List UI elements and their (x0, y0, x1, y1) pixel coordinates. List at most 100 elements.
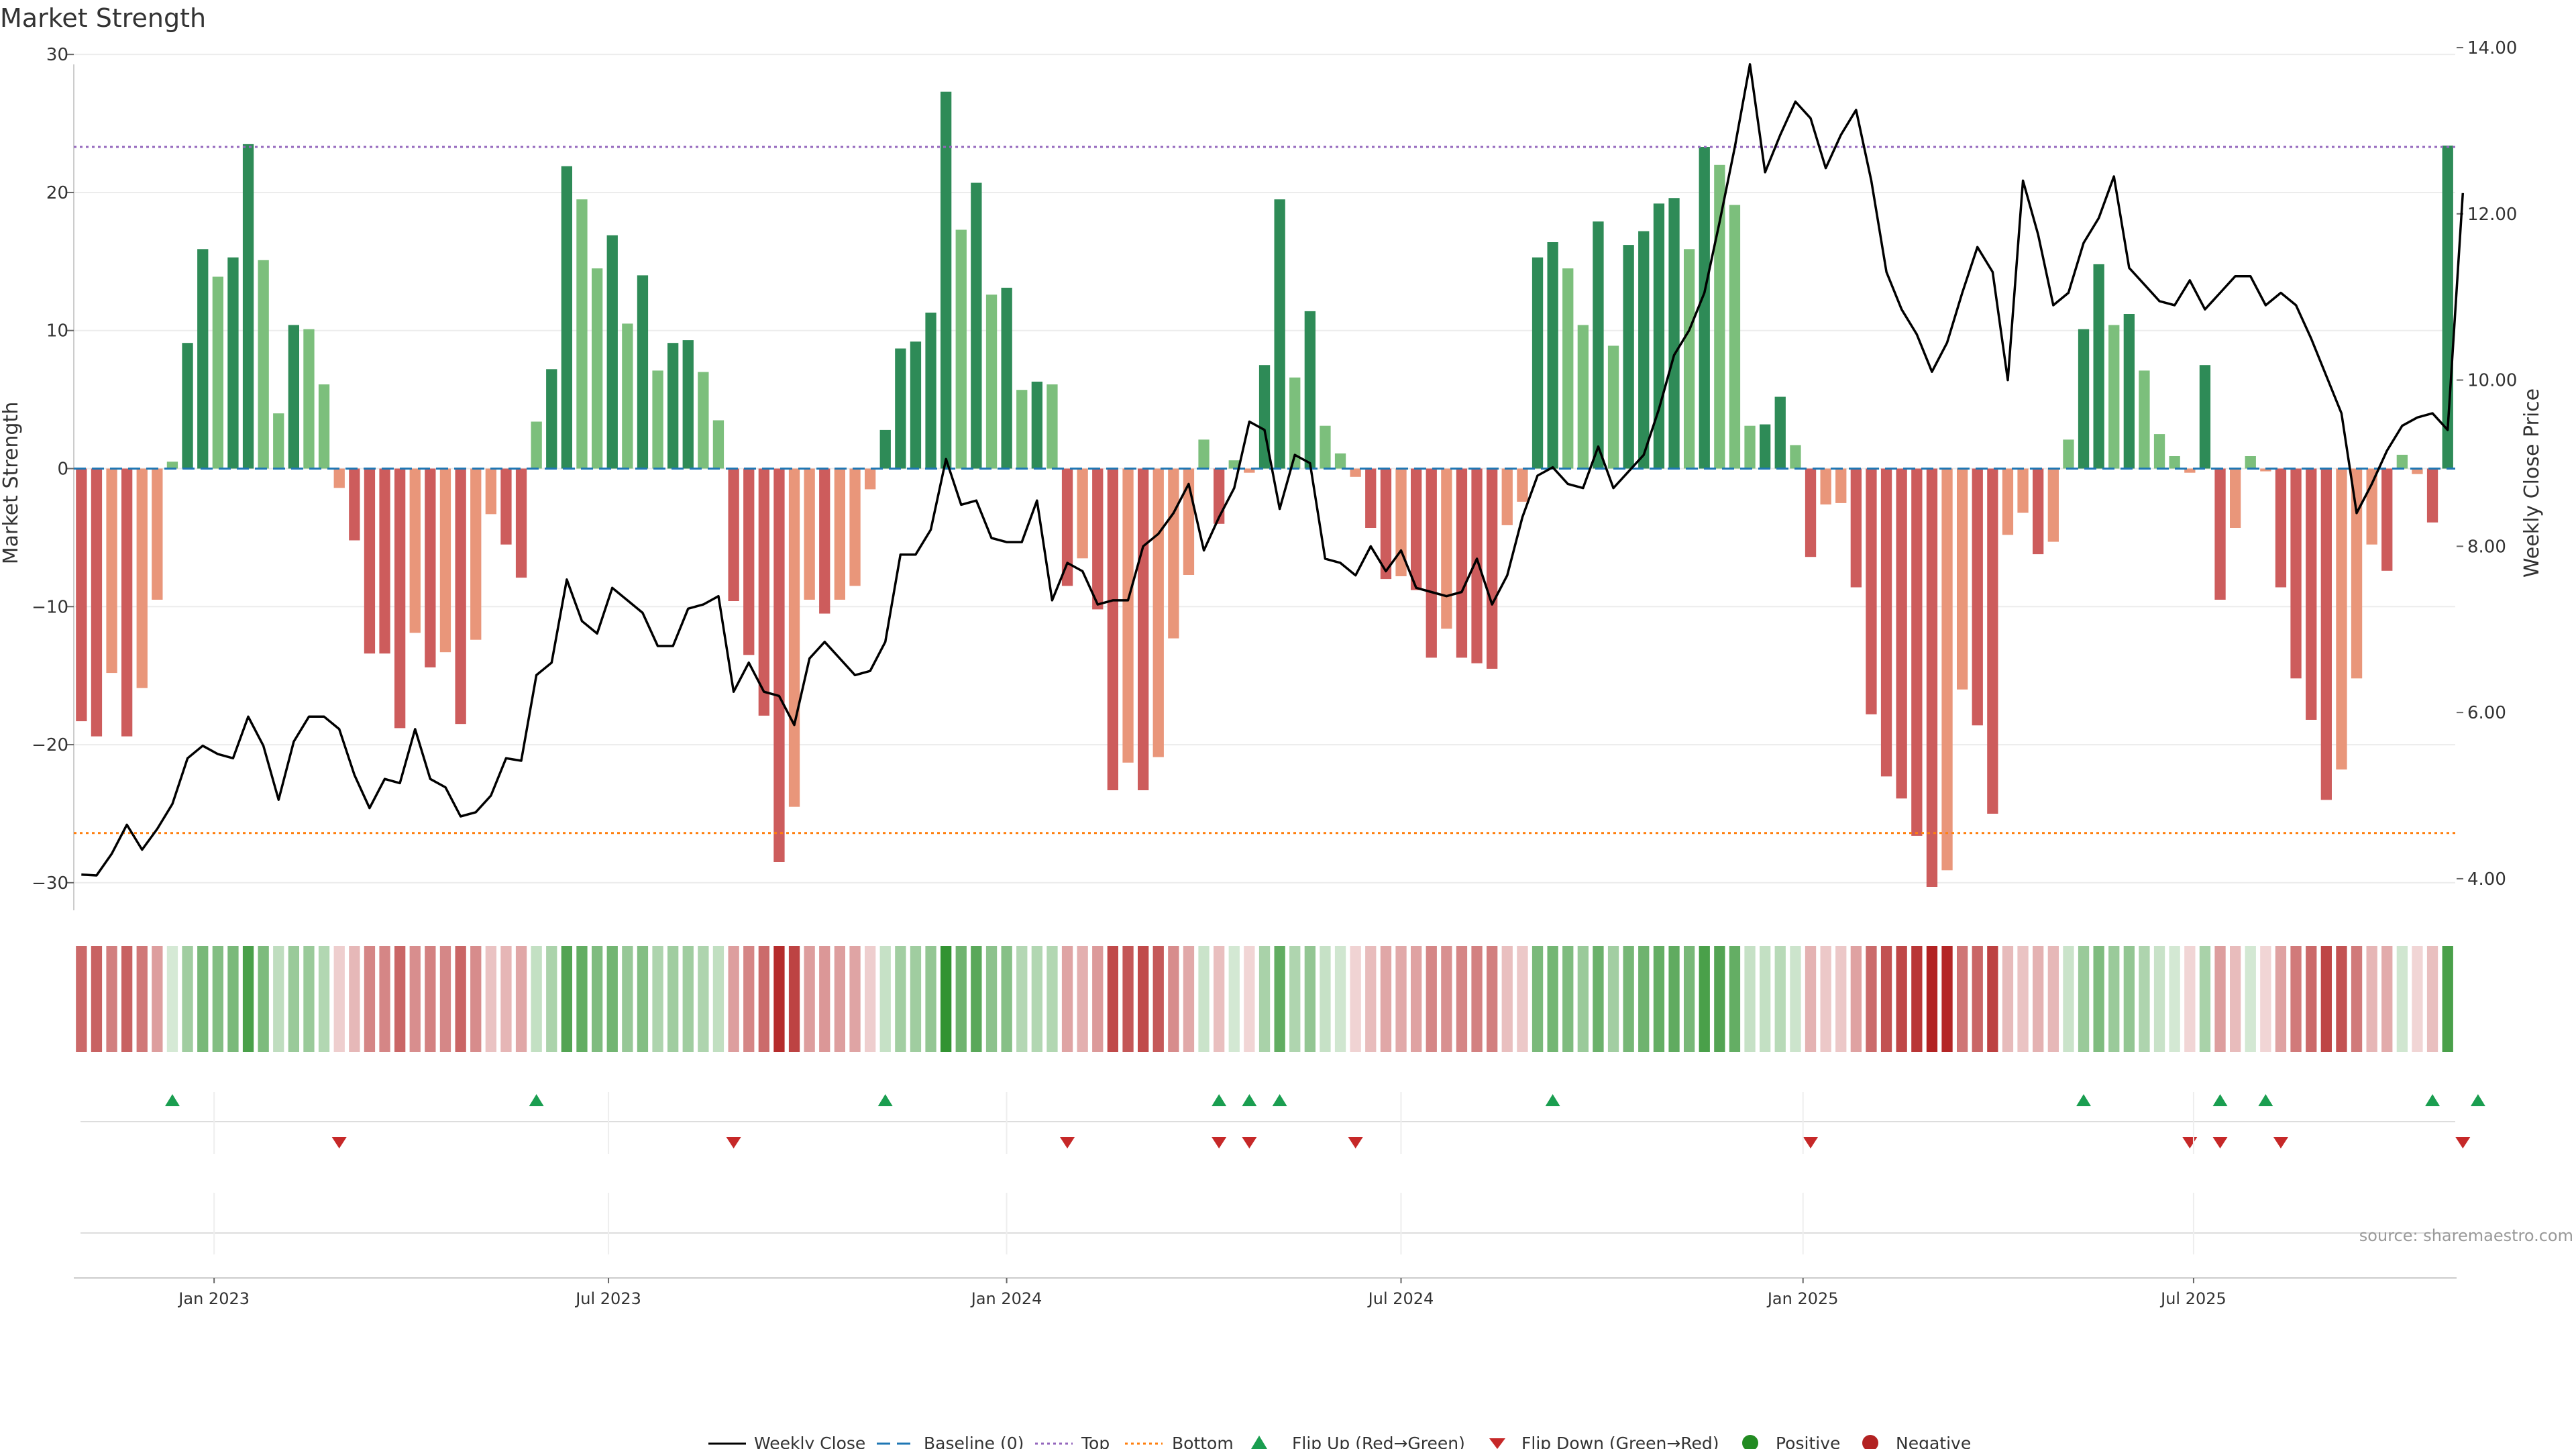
heat-cell (971, 946, 982, 1052)
legend-baseline-label: Baseline (0) (924, 1434, 1024, 1449)
strength-bar (106, 468, 117, 674)
heat-cell (1244, 946, 1255, 1052)
x-tick-label: Jan 2023 (177, 1289, 250, 1308)
strength-bar (394, 468, 406, 729)
strength-bar (2366, 468, 2377, 545)
heat-cell (1699, 946, 1710, 1052)
flip-up-marker (1242, 1094, 1257, 1106)
strength-bar (698, 372, 709, 469)
heat-cell (1214, 946, 1225, 1052)
heat-cell (152, 946, 163, 1052)
heat-cell (2412, 946, 2423, 1052)
heat-cell (2245, 946, 2256, 1052)
flip-down-marker (1212, 1137, 1227, 1148)
heat-cell (1593, 946, 1604, 1052)
strength-bar (682, 340, 694, 469)
strength-bar (2002, 468, 2014, 535)
strength-bar (637, 275, 649, 469)
strength-bar (1926, 468, 1938, 887)
flip-up-marker (164, 1094, 180, 1106)
heat-cell (1289, 946, 1301, 1052)
strength-bar (773, 468, 785, 862)
heat-cell (394, 946, 406, 1052)
strength-bar (971, 182, 982, 469)
strength-bar (1562, 268, 1574, 469)
right-tick-label: 14.00 (2467, 38, 2517, 58)
strength-bar (2381, 468, 2393, 571)
left-tick-label: −20 (32, 735, 68, 755)
heat-cell (849, 946, 861, 1052)
strength-bar (485, 468, 496, 515)
strength-bar (1729, 205, 1741, 469)
flip-down-marker (2273, 1137, 2288, 1148)
legend-close-label: Weekly Close (754, 1434, 865, 1449)
heat-cell (2002, 946, 2014, 1052)
heat-cell (166, 946, 178, 1052)
heat-cell (985, 946, 998, 1052)
strength-bar (152, 468, 163, 600)
x-tick-label: Jul 2024 (1367, 1289, 1434, 1308)
heat-cell (1653, 946, 1665, 1052)
strength-bar (121, 468, 133, 737)
right-axis-label: Weekly Close Price (2520, 388, 2544, 578)
heat-cell (1122, 946, 1134, 1052)
heat-cell (2366, 946, 2377, 1052)
heat-cell (500, 946, 512, 1052)
heat-cell (1107, 946, 1118, 1052)
reference-lines (74, 146, 2455, 835)
flip-up-marker (2212, 1094, 2228, 1106)
strength-bar (2078, 329, 2090, 469)
heat-cell (2320, 946, 2332, 1052)
strength-bar (2260, 468, 2271, 472)
heat-cell (1061, 946, 1073, 1052)
heat-cell (182, 946, 193, 1052)
strength-bar (1911, 468, 1923, 836)
heat-cell (698, 946, 709, 1052)
strength-bar (1744, 425, 1756, 469)
heat-cell (1380, 946, 1392, 1052)
heat-cell (439, 946, 451, 1052)
heat-cell (2426, 946, 2438, 1052)
strength-bar (470, 468, 482, 640)
strength-bar (1107, 468, 1118, 790)
strength-bar (2108, 325, 2120, 469)
heat-cell (865, 946, 876, 1052)
strength-bar (2351, 468, 2363, 679)
flip-up-marker (2470, 1094, 2485, 1106)
strength-bar (349, 468, 360, 541)
flip-up-marker (2258, 1094, 2273, 1106)
heat-cell (1850, 946, 1862, 1052)
heat-cell (1668, 946, 1680, 1052)
heat-cell (2093, 946, 2104, 1052)
heat-cell (2108, 946, 2120, 1052)
heat-cell (606, 946, 618, 1052)
strength-bar (1790, 445, 1801, 469)
left-tick-label: 20 (46, 183, 68, 203)
heat-cell (1547, 946, 1558, 1052)
strength-bar (879, 429, 891, 469)
strength-bar (2396, 454, 2408, 469)
heat-cell (804, 946, 815, 1052)
strength-bar (895, 348, 906, 469)
heat-cell (1729, 946, 1741, 1052)
x-tick-label: Jan 2025 (1766, 1289, 1839, 1308)
strength-bar (1668, 198, 1680, 469)
heat-cell (2169, 946, 2180, 1052)
strength-bar (758, 468, 769, 716)
heat-cell (1926, 946, 1938, 1052)
strength-bar (1835, 468, 1847, 503)
heat-cell (1471, 946, 1483, 1052)
heat-cell (1684, 946, 1695, 1052)
heat-cell (515, 946, 527, 1052)
right-tick-label: 12.00 (2467, 205, 2517, 225)
right-tick-label: 4.00 (2467, 869, 2506, 890)
heat-cell (1258, 946, 1271, 1052)
strength-bar (91, 468, 103, 737)
heat-cell (1320, 946, 1331, 1052)
strength-bar (592, 268, 603, 469)
heat-cell (364, 946, 376, 1052)
strength-bar (1896, 468, 1907, 799)
strength-bar (1395, 468, 1407, 576)
heat-cell (561, 946, 572, 1052)
